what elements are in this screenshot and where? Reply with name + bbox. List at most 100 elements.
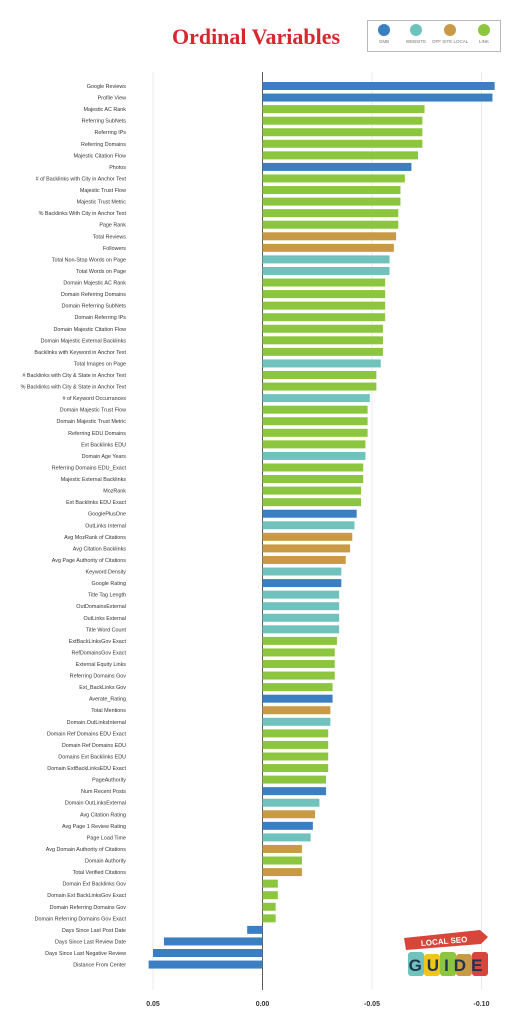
bar bbox=[262, 555, 346, 564]
legend-item-gmb: GMB bbox=[366, 24, 402, 44]
legend-item-link: LINK bbox=[466, 24, 502, 44]
bar bbox=[262, 440, 366, 449]
category-label: OutLinks External bbox=[83, 616, 126, 622]
category-label: Domain Age Years bbox=[82, 454, 127, 460]
bar bbox=[262, 405, 368, 414]
legend-label-off-site-local: OFF SITE LOCAL bbox=[432, 39, 469, 44]
bar bbox=[262, 243, 394, 252]
category-label: Total Images on Page bbox=[74, 361, 126, 367]
category-label: Domain Authority bbox=[85, 859, 126, 865]
bar bbox=[262, 336, 383, 345]
logo-text-top: LOCAL SEO bbox=[421, 935, 468, 948]
category-label: Domain Ref Domains EDU Exact bbox=[47, 731, 127, 737]
category-label: Title Word Count bbox=[86, 627, 127, 633]
bar bbox=[262, 509, 357, 518]
category-label: % Backlinks with City & State in Anchor … bbox=[21, 385, 127, 391]
category-label: MozRank bbox=[103, 489, 126, 495]
category-label: Referring Domains bbox=[81, 142, 126, 148]
category-label: Domain Ext BackLinksGov Exact bbox=[47, 893, 126, 899]
category-label: Domain Majestic Trust Metric bbox=[57, 419, 127, 425]
bar bbox=[262, 266, 390, 275]
category-label: Page Rank bbox=[99, 223, 126, 229]
category-label: Domain OutLinksExternal bbox=[65, 801, 126, 807]
bar bbox=[262, 833, 311, 842]
x-tick-label: 0.05 bbox=[146, 1001, 160, 1008]
bar bbox=[262, 532, 353, 541]
bar bbox=[262, 428, 368, 437]
bar bbox=[262, 914, 276, 923]
category-label: GooglePlusOne bbox=[88, 512, 126, 518]
bar bbox=[262, 694, 333, 703]
bar bbox=[262, 764, 329, 773]
bar bbox=[262, 590, 340, 599]
bar bbox=[262, 186, 401, 195]
category-label: Majestic Citation Flow bbox=[74, 153, 127, 159]
category-label: Domain Majestic AC Rank bbox=[63, 281, 126, 287]
bar bbox=[262, 613, 340, 622]
bar bbox=[262, 810, 316, 819]
bar bbox=[262, 821, 313, 830]
category-label: Google Rating bbox=[92, 581, 126, 587]
legend-label-gmb: GMB bbox=[378, 39, 390, 44]
bar bbox=[262, 359, 381, 368]
category-label: Total Mentions bbox=[91, 708, 126, 714]
category-label: Domain ExtBackLinksEDU Exact bbox=[47, 766, 126, 772]
legend-swatch-off-site-local bbox=[444, 24, 456, 36]
chart-title: Ordinal Variables bbox=[171, 24, 341, 49]
bar bbox=[262, 486, 362, 495]
bar bbox=[262, 683, 333, 692]
bar bbox=[262, 417, 368, 426]
category-label: OutDomainsExternal bbox=[76, 604, 126, 610]
bar bbox=[262, 671, 335, 680]
category-label: Page Load Time bbox=[87, 835, 126, 841]
bar bbox=[262, 313, 386, 322]
bar bbox=[262, 347, 383, 356]
bar bbox=[262, 521, 355, 530]
category-label: Domain Majestic Trust Flow bbox=[60, 408, 126, 414]
bar bbox=[262, 128, 423, 137]
category-label: Domain Referring IPs bbox=[74, 315, 126, 321]
bar bbox=[262, 174, 405, 183]
category-label: Referring EDU Domains bbox=[68, 431, 126, 437]
bar bbox=[262, 602, 340, 611]
logo-graphic: LOCAL SEO GUIDE bbox=[404, 930, 488, 976]
bar bbox=[262, 197, 401, 206]
category-label: Domain Referring SubNets bbox=[62, 304, 127, 310]
bar bbox=[262, 220, 399, 229]
category-label: Averate_Rating bbox=[89, 697, 126, 703]
bar bbox=[262, 729, 329, 738]
x-tick-label: -0.10 bbox=[474, 1001, 490, 1008]
bar bbox=[148, 960, 263, 969]
bar bbox=[262, 879, 278, 888]
legend-swatch-link bbox=[478, 24, 490, 36]
category-label: Days Since Last Review Date bbox=[55, 939, 126, 945]
category-label: Days Since Last Negative Review bbox=[45, 951, 126, 957]
bar bbox=[262, 382, 377, 391]
category-label: Distance From Center bbox=[73, 963, 126, 969]
category-label: Total Verified Citations bbox=[73, 870, 127, 876]
bar bbox=[262, 162, 412, 171]
bar bbox=[262, 844, 302, 853]
logo-text-bottom: GUIDE bbox=[409, 956, 488, 975]
category-label: Domain Ext Backlinks Gov bbox=[62, 882, 126, 888]
bar bbox=[262, 324, 383, 333]
category-label: Avg Page Authority of Citations bbox=[52, 558, 127, 564]
x-tick-label: -0.05 bbox=[364, 1001, 380, 1008]
bar bbox=[262, 902, 276, 911]
bar bbox=[153, 949, 263, 957]
category-label: Referring SubNets bbox=[82, 119, 127, 125]
category-label: External Equity Links bbox=[76, 662, 127, 668]
bar bbox=[262, 891, 278, 900]
category-label: Referring Domains Gov bbox=[70, 674, 127, 680]
legend-label-link: LINK bbox=[478, 39, 489, 44]
bar bbox=[262, 394, 370, 403]
category-label: Domain Referring Domains bbox=[61, 292, 126, 298]
category-label: Domain Majestic Citation Flow bbox=[54, 327, 127, 333]
category-label: Majestic AC Rank bbox=[83, 107, 126, 113]
bar bbox=[262, 636, 337, 645]
category-label: Total Non-Stop Words on Page bbox=[52, 257, 126, 263]
category-label: Photos bbox=[109, 165, 126, 171]
bar bbox=[262, 544, 351, 553]
bar bbox=[262, 475, 364, 484]
